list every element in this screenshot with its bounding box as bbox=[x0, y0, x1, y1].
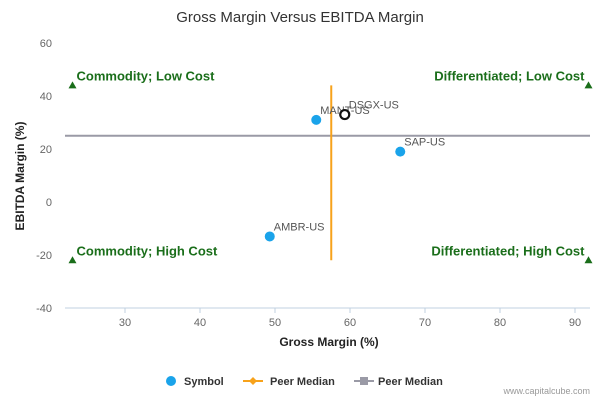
data-point-highlighted bbox=[339, 108, 351, 121]
quadrant-label: Commodity; Low Cost bbox=[77, 68, 216, 83]
quadrant-label: Differentiated; Low Cost bbox=[434, 68, 585, 83]
quadrant-label: Commodity; High Cost bbox=[77, 243, 218, 258]
chart-title: Gross Margin Versus EBITDA Margin bbox=[176, 9, 424, 26]
y-tick-label: 20 bbox=[40, 144, 52, 156]
peer-median-lines bbox=[65, 85, 590, 261]
quadrant-marker-triangle bbox=[584, 81, 593, 89]
y-tick-label: -20 bbox=[36, 250, 52, 262]
x-tick-label: 60 bbox=[344, 317, 356, 329]
x-tick-label: 90 bbox=[569, 317, 581, 329]
legend-label: Peer Median bbox=[270, 376, 335, 388]
data-point-label: DSGX-US bbox=[349, 100, 399, 112]
data-point-label: SAP-US bbox=[404, 137, 445, 149]
data-point bbox=[264, 231, 275, 242]
x-tick-label: 70 bbox=[419, 317, 431, 329]
source-credit: www.capitalcube.com bbox=[502, 386, 590, 396]
x-tick-label: 40 bbox=[194, 317, 206, 329]
axes: 30 40 50 60 70 80 90 60 40 20 0 -20 -40 bbox=[36, 38, 590, 329]
data-point bbox=[311, 114, 322, 125]
legend-square-marker bbox=[360, 377, 368, 385]
x-axis-title: Gross Margin (%) bbox=[279, 335, 378, 349]
y-tick-label: 0 bbox=[46, 197, 52, 209]
legend-symbol-marker bbox=[166, 376, 176, 386]
legend-diamond-marker bbox=[249, 377, 257, 385]
legend-label: Symbol bbox=[184, 376, 224, 388]
x-tick-label: 30 bbox=[119, 317, 131, 329]
quadrant-labels: Commodity; Low Cost Differentiated; Low C… bbox=[68, 68, 593, 264]
data-point bbox=[395, 146, 406, 157]
quadrant-marker-triangle bbox=[68, 256, 77, 264]
y-axis-title: EBITDA Margin (%) bbox=[13, 122, 27, 231]
y-tick-label: 60 bbox=[40, 38, 52, 50]
quadrant-marker-triangle bbox=[584, 256, 593, 264]
x-tick-label: 50 bbox=[269, 317, 281, 329]
legend-label: Peer Median bbox=[378, 376, 443, 388]
y-tick-label: -40 bbox=[36, 303, 52, 315]
data-point-label: AMBR-US bbox=[274, 221, 325, 233]
y-tick-label: 40 bbox=[40, 91, 52, 103]
quadrant-marker-triangle bbox=[68, 81, 77, 89]
quadrant-label: Differentiated; High Cost bbox=[431, 243, 585, 258]
legend: Symbol Peer Median Peer Median bbox=[166, 376, 443, 388]
x-tick-label: 80 bbox=[494, 317, 506, 329]
